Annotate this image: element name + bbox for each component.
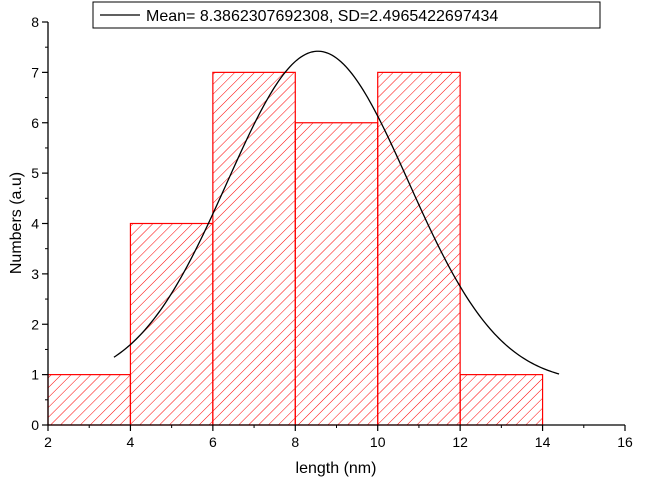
x-tick-label: 8	[291, 434, 299, 450]
x-axis-label: length (nm)	[296, 460, 377, 477]
histogram-bar-12-14	[459, 374, 544, 426]
y-tick-label: 5	[31, 165, 39, 181]
y-tick-label: 6	[31, 115, 39, 131]
y-tick-label: 7	[31, 64, 39, 80]
histogram-bars	[47, 71, 544, 426]
x-ticks: 2 4 6 8 10 12 14 16	[44, 425, 633, 450]
y-tick-label: 3	[31, 266, 39, 282]
histogram-bar-6-8	[212, 71, 296, 426]
y-tick-label: 8	[31, 14, 39, 30]
fit-curve-path	[113, 50, 560, 375]
histogram-bar-2-4	[47, 374, 132, 426]
x-tick-label: 2	[44, 434, 52, 450]
y-axis-label: Numbers (a.u)	[8, 172, 25, 274]
y-tick-label: 0	[31, 417, 39, 433]
histogram-bar-4-6	[129, 222, 214, 426]
x-tick-label: 16	[617, 434, 633, 450]
legend-box	[92, 1, 601, 29]
x-tick-label: 4	[127, 434, 135, 450]
x-tick-label: 10	[370, 434, 386, 450]
x-tick-label: 6	[209, 434, 217, 450]
x-tick-label: 12	[452, 434, 468, 450]
y-tick-label: 2	[31, 316, 39, 332]
y-tick-label: 1	[31, 367, 39, 383]
y-tick-label: 4	[31, 216, 39, 232]
normal-fit-curve	[113, 50, 560, 375]
legend-entry-label: Mean= 8.3862307692308, SD=2.496542269743…	[146, 8, 498, 25]
histogram-bar-8-10	[294, 122, 379, 426]
y-ticks: 0 1 2 3 4 5 6 7 8	[31, 14, 48, 433]
legend: Mean= 8.3862307692308, SD=2.496542269743…	[92, 1, 601, 29]
x-tick-label: 14	[535, 434, 551, 450]
histogram-bar-10-12	[377, 71, 461, 426]
